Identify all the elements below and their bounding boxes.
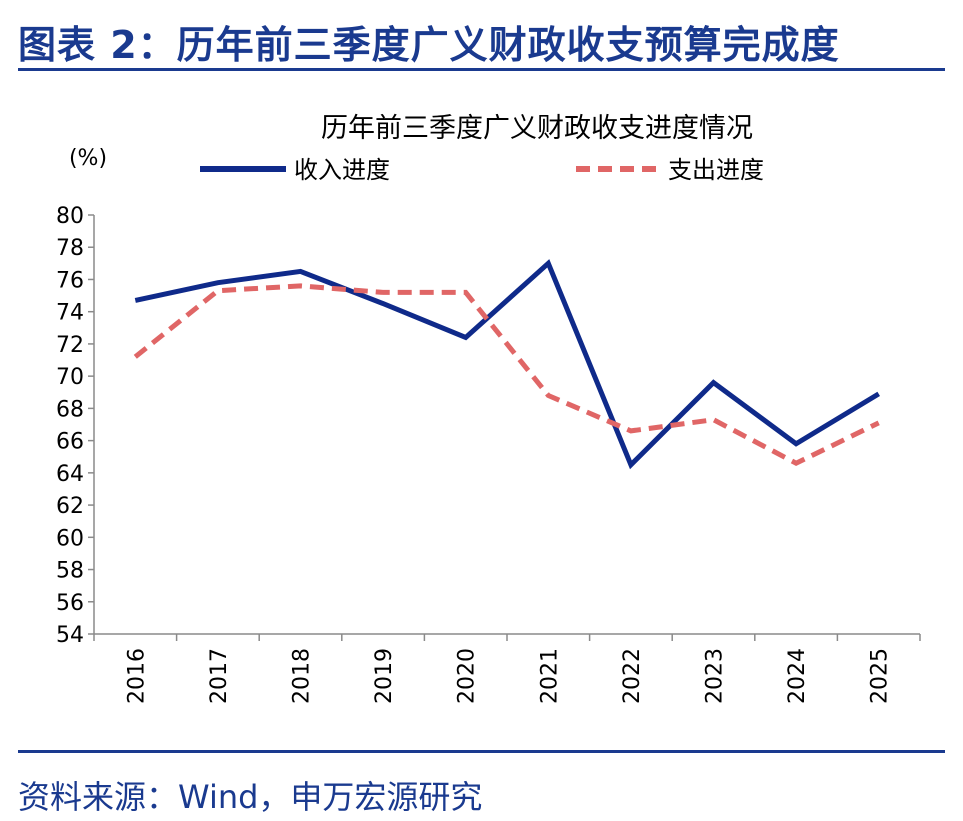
series-line-income	[134, 259, 880, 470]
bottom-divider	[18, 750, 945, 753]
chart-axes: 80 78 76 74 72 70 68 66 64 62 60 58 56 54 2016 2017 2018…	[56, 204, 921, 704]
chart-title: 历年前三季度广义财政收支进度情况	[321, 113, 753, 144]
x-tick-label: 2019	[372, 648, 397, 704]
legend-label-expenditure: 支出进度	[668, 156, 764, 184]
y-tick-label: 58	[56, 559, 84, 584]
y-tick-label: 64	[56, 462, 84, 487]
top-divider	[18, 68, 945, 71]
y-tick-label: 60	[56, 526, 84, 551]
y-tick-label: 66	[56, 430, 84, 455]
x-tick-label: 2018	[290, 648, 315, 704]
legend: 收入进度 支出进度	[200, 156, 764, 184]
y-tick-label: 80	[56, 204, 84, 229]
x-tick-label: 2017	[207, 648, 232, 704]
legend-label-income: 收入进度	[294, 156, 390, 184]
y-tick-label: 54	[56, 623, 84, 648]
x-tick-label: 2020	[455, 648, 480, 704]
y-tick-label: 72	[56, 333, 84, 358]
x-tick-label: 2022	[620, 648, 645, 704]
chart-plot-area	[133, 259, 880, 470]
x-tick-label: 2016	[124, 648, 149, 704]
y-tick-label: 74	[56, 301, 84, 326]
x-tick-label: 2021	[537, 648, 562, 704]
x-tick-label: 2025	[868, 648, 893, 704]
y-tick-label: 62	[56, 494, 84, 519]
figure-title: 图表 2：历年前三季度广义财政收支预算完成度	[18, 23, 840, 67]
y-tick-label: 76	[56, 268, 84, 293]
y-tick-label: 56	[56, 591, 84, 616]
y-tick-label: 70	[56, 365, 84, 390]
x-tick-label: 2024	[785, 648, 810, 704]
y-tick-label: 78	[56, 236, 84, 261]
x-tick-label: 2023	[703, 648, 728, 704]
y-tick-label: 68	[56, 397, 84, 422]
series-line-expenditure	[133, 283, 880, 467]
source-note: 资料来源：Wind，申万宏源研究	[18, 778, 483, 816]
y-unit-label: (%)	[69, 146, 107, 171]
